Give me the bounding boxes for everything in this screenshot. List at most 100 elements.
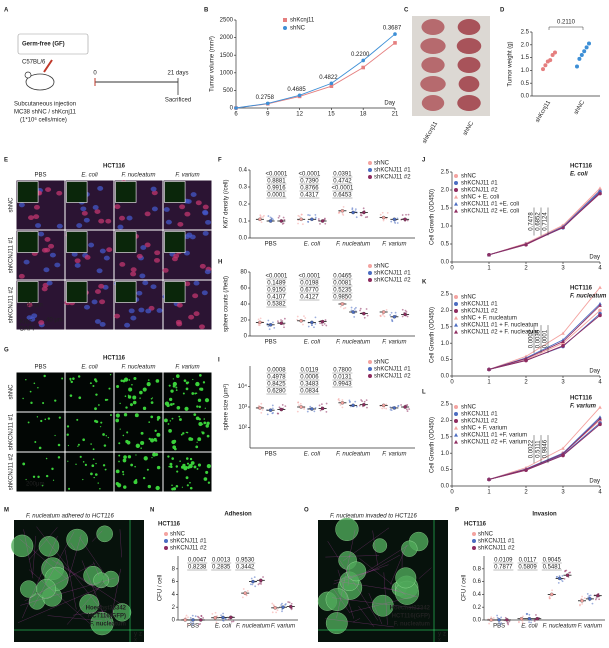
scatter-decor	[307, 325, 310, 328]
inset	[66, 231, 88, 253]
legend-marker	[164, 546, 168, 550]
chart-title: HCT116	[570, 396, 593, 402]
legend-marker	[454, 419, 458, 423]
p-value: 0.5111	[536, 440, 542, 458]
bacterium	[66, 581, 105, 625]
scatter-decor	[401, 308, 404, 311]
scatter-decor	[281, 223, 284, 225]
scatter-decor	[521, 622, 524, 624]
legend-label: shNC + F. varium	[461, 426, 507, 432]
cell	[401, 540, 418, 557]
mean-point	[527, 616, 532, 621]
p-value: 0.9530	[236, 558, 255, 564]
legend-marker	[454, 330, 458, 334]
y-tick-label: 0.0	[239, 236, 248, 242]
scatter-decor	[272, 218, 274, 221]
scatter-decor	[224, 617, 227, 620]
scatter-decor	[341, 399, 344, 401]
series-line	[235, 33, 396, 109]
column-label: F. varium	[175, 365, 199, 371]
scatter-decor	[251, 583, 254, 586]
sphere	[105, 435, 107, 437]
legend-label: shNC	[374, 264, 390, 270]
legend-marker	[454, 323, 458, 327]
nucleus	[91, 299, 98, 305]
sphere	[37, 475, 40, 479]
sphere	[188, 437, 192, 441]
inset	[115, 231, 137, 253]
chart-title: Adhesion	[224, 512, 252, 518]
y-tick-label: 60	[240, 286, 247, 292]
p-value: 0.4978	[267, 375, 286, 381]
bacterium	[22, 536, 58, 619]
data-point	[561, 452, 565, 456]
mean-point	[268, 219, 273, 223]
sphere	[197, 437, 202, 442]
sphere	[139, 390, 143, 395]
scatter-decor	[197, 623, 200, 626]
row-label: shKCNJ11 #2	[9, 453, 15, 490]
stain-label: HCT116(GFP)	[392, 614, 430, 620]
sphere	[90, 472, 93, 476]
bacterium	[352, 618, 361, 623]
nucleus	[202, 230, 209, 236]
bacterium	[325, 555, 380, 558]
scatter-decor	[379, 405, 382, 408]
scatter-decor	[299, 402, 302, 405]
y-tick-label: 0	[230, 106, 234, 112]
x-tick-label: shNC	[573, 99, 586, 116]
legend-label: shNC	[461, 405, 477, 411]
scatter-decor	[280, 604, 283, 606]
data-point	[234, 106, 238, 110]
scatter-decor	[354, 210, 357, 213]
x-tick-label: F. nucleatum	[336, 452, 370, 458]
y-tick-label: 0	[172, 618, 176, 624]
sphere	[122, 473, 125, 476]
y-tick-label: 0.5	[441, 467, 450, 473]
sphere	[91, 464, 95, 468]
legend-label: shNC	[374, 360, 390, 366]
nucleus	[145, 308, 152, 314]
mean-point	[351, 310, 355, 314]
scatter-decor	[296, 318, 299, 321]
sphere	[123, 455, 127, 459]
scatter-decor	[297, 401, 300, 404]
syringe	[43, 59, 53, 73]
sphere	[103, 444, 107, 447]
x-tick-label: PBS	[265, 242, 277, 248]
series-line	[488, 423, 601, 480]
scatter-decor	[277, 216, 280, 219]
scatter-decor	[184, 616, 187, 619]
scatter-decor	[241, 596, 244, 599]
scatter-decor	[405, 310, 408, 313]
sphere	[139, 397, 141, 399]
bacterium	[24, 563, 95, 602]
scatter-decor	[306, 408, 309, 410]
scatter-decor	[319, 409, 322, 412]
sphere	[126, 431, 129, 434]
bacterium	[337, 569, 355, 619]
scatter-decor	[259, 214, 262, 217]
scatter-decor	[359, 307, 362, 310]
x-tick-label: F. nucleatum	[236, 624, 270, 630]
x-axis-label: Day	[589, 369, 600, 375]
x-axis-label: Day	[384, 101, 395, 107]
p-value: 0.7124	[543, 212, 549, 231]
sphere	[134, 465, 136, 468]
scatter-decor	[282, 323, 285, 326]
y-tick-label: 1.5	[521, 55, 530, 61]
sphere	[22, 462, 26, 466]
sphere	[186, 484, 189, 487]
data-point	[524, 242, 528, 246]
p-value: <0.0001	[331, 186, 354, 192]
cell	[10, 534, 34, 558]
p-value: 0.9943	[333, 382, 352, 388]
sphere	[69, 394, 73, 397]
nucleus	[41, 286, 48, 292]
sphere	[95, 420, 99, 424]
legend-label: shKcnj11	[290, 18, 315, 24]
p-value: 0.4742	[333, 179, 352, 185]
mean-point	[362, 402, 366, 407]
data-point	[598, 308, 602, 313]
data-point	[487, 477, 491, 481]
